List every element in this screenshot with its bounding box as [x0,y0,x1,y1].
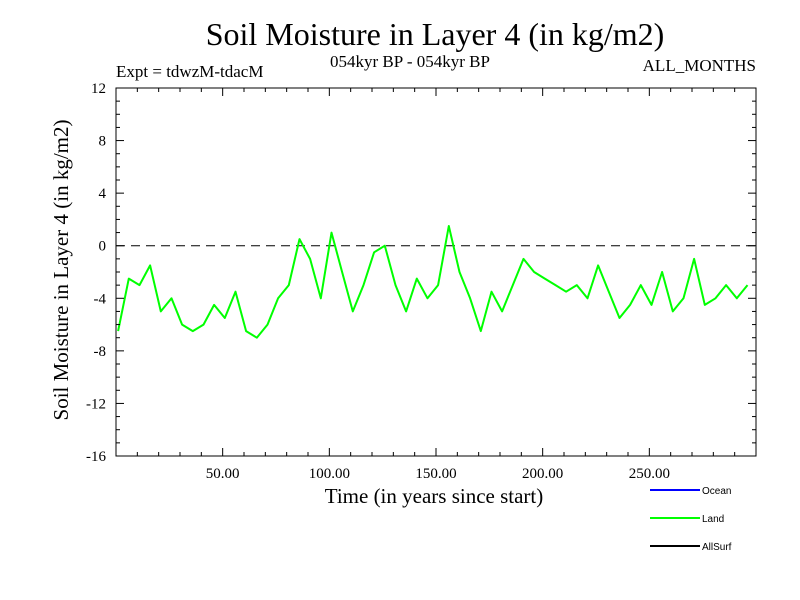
months-label: ALL_MONTHS [642,56,756,75]
x-tick-label: 250.00 [629,466,670,482]
period-label: 054kyr BP - 054kyr BP [330,52,490,71]
y-tick-label: -8 [94,344,107,360]
y-tick-label: 0 [99,239,107,255]
y-tick-label: -12 [86,396,106,412]
y-tick-label: -4 [94,291,107,307]
legend-label-land: Land [702,514,724,525]
plot-area [116,225,756,339]
legend: Ocean Land AllSurf [650,486,732,553]
legend-label-ocean: Ocean [702,486,731,497]
legend-label-allsurf: AllSurf [702,542,732,553]
x-tick-label: 50.00 [206,466,240,482]
x-tick-label: 100.00 [309,466,350,482]
experiment-label: Expt = tdwzM-tdacM [116,62,264,81]
axis-labels: 50.00 100.00 150.00 200.00 250.00 -16 -12 -8 -4 0… [49,81,670,508]
x-axis-title: Time (in years since start) [325,484,544,508]
x-tick-label: 200.00 [522,466,563,482]
y-tick-label: 12 [91,81,106,97]
y-axis-title: Soil Moisture in Layer 4 (in kg/m2) [49,120,73,421]
y-tick-label: -16 [86,449,106,465]
y-tick-label: 4 [99,186,107,202]
plot-frame [115,87,757,457]
chart-title: Soil Moisture in Layer 4 (in kg/m2) [205,16,665,52]
x-tick-label: 150.00 [415,466,456,482]
y-tick-label: 8 [99,134,107,150]
axis-ticks [116,88,756,456]
series-line-land [117,225,749,339]
